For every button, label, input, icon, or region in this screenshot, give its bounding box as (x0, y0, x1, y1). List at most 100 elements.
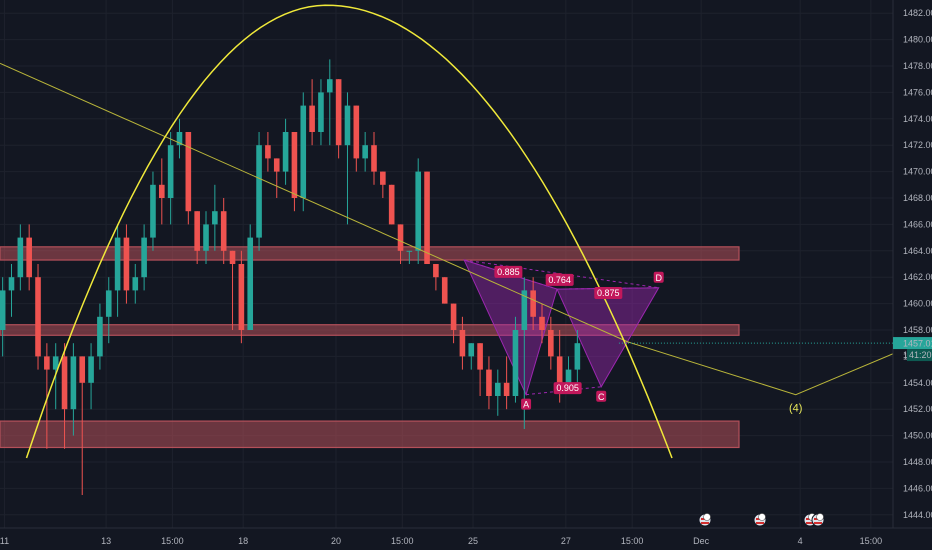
candle[interactable] (539, 303, 545, 344)
candle[interactable] (397, 224, 404, 264)
y-tick-label: 1454.00 (903, 378, 932, 388)
economic-event-icon[interactable] (698, 513, 712, 527)
candle[interactable] (265, 132, 271, 172)
y-tick-label: 1450.00 (903, 431, 932, 441)
candle[interactable] (503, 356, 510, 410)
y-tick-label: 1480.00 (903, 35, 932, 45)
wave-projection[interactable] (627, 341, 894, 396)
candle[interactable] (70, 343, 77, 436)
candle[interactable] (176, 118, 183, 159)
harmonic-triangle-bcd[interactable] (556, 287, 660, 388)
candle-body (424, 171, 430, 264)
candle-body (548, 330, 554, 357)
candle-body (415, 171, 422, 251)
event-count-bubble (816, 513, 824, 521)
candle-body (105, 290, 112, 317)
candle-body (494, 382, 501, 396)
candle[interactable] (300, 92, 307, 212)
candle[interactable] (114, 224, 121, 317)
trendline[interactable] (0, 62, 628, 343)
economic-event-icon[interactable] (811, 513, 825, 527)
support-resistance-zone[interactable] (0, 420, 740, 449)
candle[interactable] (530, 277, 536, 330)
y-tick-label: 1448.00 (903, 457, 932, 467)
candle[interactable] (141, 224, 147, 291)
candle[interactable] (0, 277, 6, 357)
pattern-point-badge (653, 271, 664, 283)
candle[interactable] (229, 250, 236, 330)
candle[interactable] (291, 132, 298, 212)
candle[interactable] (167, 132, 174, 225)
candle-body (238, 264, 245, 330)
ratio-badge (545, 273, 574, 286)
event-count-bubble (758, 513, 766, 521)
candle-body (380, 171, 386, 185)
candle[interactable] (326, 59, 333, 146)
x-tick-label: 15:00 (621, 536, 644, 546)
candle-body (326, 79, 333, 93)
candle[interactable] (247, 224, 254, 330)
candle[interactable] (335, 79, 342, 159)
candle[interactable] (388, 184, 395, 225)
economic-event-icon[interactable] (753, 513, 767, 527)
candle[interactable] (548, 316, 554, 370)
candle[interactable] (424, 171, 430, 264)
support-resistance-zone[interactable] (0, 246, 740, 261)
candle[interactable] (353, 105, 360, 172)
candle-body (406, 250, 413, 252)
candle[interactable] (477, 343, 483, 396)
candle[interactable] (406, 250, 413, 264)
candle[interactable] (565, 356, 572, 383)
candle[interactable] (459, 316, 466, 370)
candle[interactable] (362, 132, 368, 172)
candle[interactable] (282, 118, 289, 185)
candle-body (433, 264, 439, 278)
candle-body (441, 277, 448, 304)
candle[interactable] (26, 224, 32, 291)
candle[interactable] (123, 224, 130, 304)
candle[interactable] (44, 343, 50, 449)
candle-body (185, 132, 192, 212)
candle[interactable] (468, 343, 475, 370)
candle[interactable] (486, 356, 492, 410)
candle[interactable] (238, 250, 245, 344)
candle[interactable] (61, 343, 68, 449)
candle[interactable] (433, 264, 439, 291)
candle[interactable] (17, 224, 24, 291)
candle[interactable] (132, 264, 139, 304)
candle[interactable] (97, 303, 103, 370)
candle-body (353, 105, 360, 159)
candle[interactable] (574, 330, 581, 383)
candle[interactable] (159, 158, 165, 225)
candle[interactable] (450, 303, 457, 344)
candle[interactable] (512, 316, 519, 403)
candle[interactable] (8, 264, 15, 317)
candle[interactable] (441, 277, 448, 304)
candle[interactable] (220, 198, 227, 264)
candle[interactable] (344, 92, 351, 225)
candle[interactable] (194, 211, 200, 264)
candle-body (203, 224, 209, 251)
candle[interactable] (88, 343, 94, 410)
arc-curve[interactable] (25, 4, 673, 459)
candle[interactable] (79, 356, 86, 495)
current-price-tag[interactable] (893, 337, 932, 350)
candle[interactable] (309, 79, 315, 146)
candle[interactable] (105, 277, 112, 344)
candle-body (265, 145, 271, 159)
event-count-bubble (703, 513, 711, 521)
candle[interactable] (212, 184, 218, 251)
candle[interactable] (256, 132, 262, 251)
candle[interactable] (494, 369, 501, 416)
candle[interactable] (203, 211, 209, 264)
candle[interactable] (318, 79, 324, 146)
candle[interactable] (273, 158, 280, 198)
support-resistance-zone[interactable] (0, 324, 740, 336)
candle[interactable] (371, 132, 377, 185)
candle[interactable] (415, 158, 422, 264)
candle[interactable] (380, 171, 386, 198)
ratio-badge (494, 265, 523, 278)
candle[interactable] (150, 171, 156, 251)
candle[interactable] (35, 264, 41, 370)
